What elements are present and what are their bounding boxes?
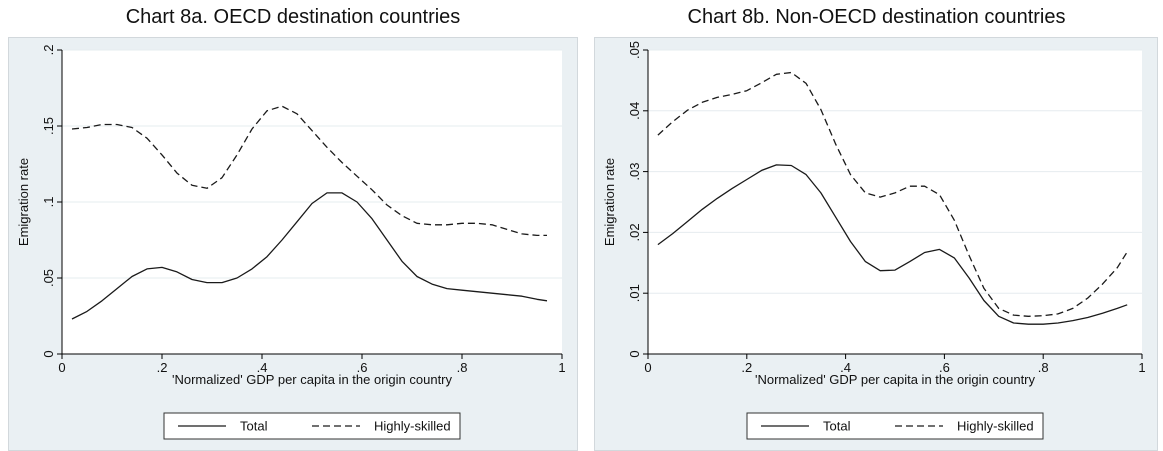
y-tick-label: 0 bbox=[41, 350, 56, 357]
y-tick-label: .05 bbox=[627, 41, 642, 59]
y-tick-label: .02 bbox=[627, 223, 642, 241]
x-tick-label: .4 bbox=[257, 360, 268, 375]
x-tick-label: .2 bbox=[157, 360, 168, 375]
x-axis-label: 'Normalized' GDP per capita in the origi… bbox=[755, 372, 1036, 387]
series-line-highly-skilled bbox=[657, 71, 1128, 317]
y-tick-label: .04 bbox=[627, 102, 642, 120]
chart-title: Chart 8a. OECD destination countries bbox=[125, 6, 461, 28]
y-tick-label: .03 bbox=[627, 163, 642, 181]
x-tick-label: 1 bbox=[558, 360, 565, 375]
x-tick-label: .6 bbox=[939, 360, 950, 375]
x-tick-label: .8 bbox=[457, 360, 468, 375]
legend-label: Total bbox=[823, 419, 851, 434]
x-tick-label: 1 bbox=[1138, 360, 1145, 375]
y-axis-label: Emigration rate bbox=[16, 158, 31, 246]
legend-label: Highly-skilled bbox=[374, 419, 451, 434]
y-axis-label: Emigration rate bbox=[602, 158, 617, 246]
x-tick-label: .4 bbox=[840, 360, 851, 375]
x-tick-label: .6 bbox=[357, 360, 368, 375]
legend-label: Highly-skilled bbox=[957, 419, 1034, 434]
chart-8a-panel: 0 .05 .1 .15 .2 0 .2 .4 .6 .8 1 'Normalized' GDP pe… bbox=[8, 37, 578, 451]
x-axis-label: 'Normalized' GDP per capita in the origi… bbox=[172, 372, 453, 387]
x-tick-label: 0 bbox=[644, 360, 651, 375]
chart-8b-panel: 0 .01 .02 .03 .04 .05 0 .2 .4 .6 .8 1 'Normalized' G… bbox=[594, 37, 1158, 451]
y-tick-label: .2 bbox=[41, 45, 56, 56]
y-tick-label: .01 bbox=[627, 284, 642, 302]
x-tick-label: .8 bbox=[1038, 360, 1049, 375]
plot-area bbox=[648, 50, 1142, 354]
y-tick-label: 0 bbox=[627, 350, 642, 357]
y-tick-label: .1 bbox=[41, 197, 56, 208]
series-line-total bbox=[657, 164, 1128, 325]
x-tick-label: .2 bbox=[741, 360, 752, 375]
y-tick-label: .15 bbox=[41, 117, 56, 135]
legend-label: Total bbox=[240, 419, 268, 434]
series-line-total bbox=[71, 192, 548, 320]
chart-title: Chart 8b. Non-OECD destination countries bbox=[687, 6, 1066, 28]
series-line-highly-skilled bbox=[71, 105, 547, 237]
y-tick-label: .05 bbox=[41, 269, 56, 287]
x-tick-label: 0 bbox=[58, 360, 65, 375]
